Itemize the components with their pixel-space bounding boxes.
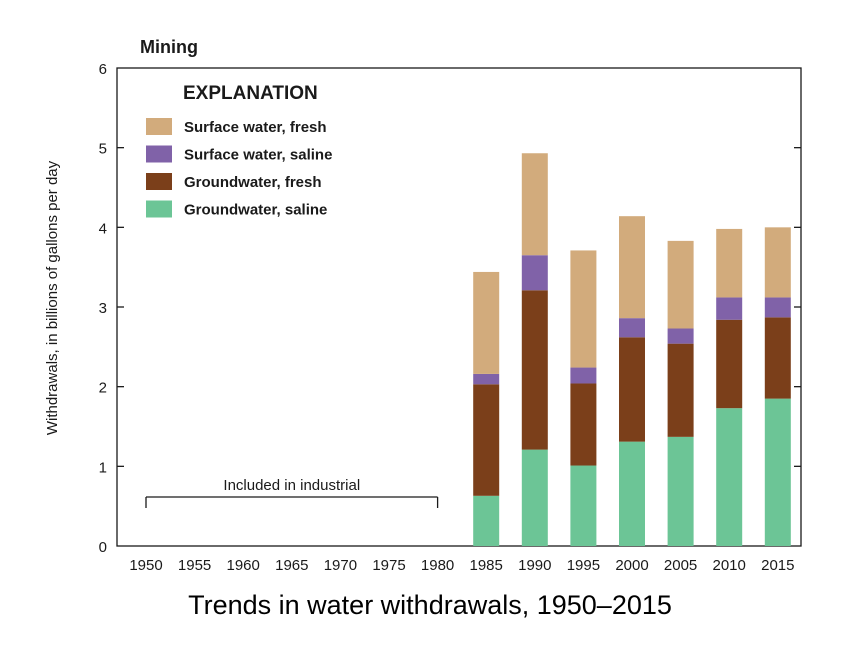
y-tick-label: 1 xyxy=(99,459,107,476)
bar-segment xyxy=(667,343,694,437)
legend-swatch xyxy=(146,200,172,218)
bar-segment xyxy=(619,216,645,319)
included-in-industrial-annotation: Included in industrial xyxy=(145,477,439,508)
axes: 0 1 2 3 4 5 6 1950 1955 1960 1965 1970 1975 1980 1985 1… xyxy=(99,61,802,574)
bar-segment xyxy=(473,373,500,385)
x-tick-label: 2000 xyxy=(615,557,648,574)
y-axis-label: Withdrawals, in billions of gallons per … xyxy=(44,160,61,435)
bar-segment xyxy=(716,228,743,298)
bar-segment xyxy=(473,271,500,374)
bar-segment xyxy=(473,384,500,496)
x-tick-label: 1985 xyxy=(470,557,503,574)
x-tick-label: 1955 xyxy=(178,557,211,574)
y-tick-label: 6 xyxy=(99,61,107,78)
bar-segment xyxy=(716,297,743,320)
x-tick-label: 1990 xyxy=(518,557,551,574)
bar-segment xyxy=(667,240,694,329)
legend-swatch xyxy=(146,173,172,190)
bar-segment xyxy=(764,227,791,298)
bar-segment xyxy=(619,337,645,442)
x-tick-label: 1975 xyxy=(372,557,405,574)
bar-segment xyxy=(521,153,548,256)
legend-label: Surface water, saline xyxy=(184,147,332,164)
x-tick-label: 1980 xyxy=(421,557,454,574)
legend: EXPLANATION Surface water, fresh Surface w… xyxy=(146,83,332,219)
legend-swatch xyxy=(146,145,172,163)
bar-segment xyxy=(473,495,500,546)
bar-segment xyxy=(667,328,694,344)
bar-segment xyxy=(619,318,645,338)
bar-segment xyxy=(764,297,791,318)
bar-segment xyxy=(716,319,743,409)
x-tick-label: 1995 xyxy=(567,557,600,574)
bar-segment xyxy=(619,441,645,546)
y-tick-label: 3 xyxy=(99,300,107,317)
bar-segment xyxy=(570,383,597,466)
bar-segment xyxy=(764,398,791,546)
bar-segment xyxy=(667,436,694,546)
bar-segment xyxy=(570,465,597,546)
chart-title: Mining xyxy=(140,37,198,57)
bar-segment xyxy=(764,317,791,399)
annotation-label: Included in industrial xyxy=(223,477,360,494)
y-tick-label: 2 xyxy=(99,380,107,397)
bar-segment xyxy=(521,255,548,291)
legend-label: Groundwater, fresh xyxy=(184,174,322,191)
bars xyxy=(473,153,791,546)
legend-label: Groundwater, saline xyxy=(184,202,327,219)
bar-segment xyxy=(716,408,743,546)
x-tick-label: 2010 xyxy=(713,557,746,574)
figure-caption: Trends in water withdrawals, 1950–2015 xyxy=(188,590,672,620)
legend-label: Surface water, fresh xyxy=(184,119,327,136)
x-tick-label: 2005 xyxy=(664,557,697,574)
bar-segment xyxy=(521,449,548,546)
y-tick-label: 4 xyxy=(99,220,107,237)
x-tick-label: 1970 xyxy=(324,557,357,574)
bar-segment xyxy=(570,367,597,384)
bar-segment xyxy=(570,250,597,368)
x-tick-label: 1950 xyxy=(129,557,162,574)
legend-title: EXPLANATION xyxy=(183,83,318,104)
y-tick-label: 5 xyxy=(99,141,107,158)
plot-frame xyxy=(116,67,802,547)
x-tick-label: 1960 xyxy=(227,557,260,574)
x-tick-label: 2015 xyxy=(761,557,794,574)
legend-swatch xyxy=(146,118,172,135)
y-tick-label: 0 xyxy=(99,539,107,556)
bar-segment xyxy=(521,290,548,450)
x-tick-label: 1965 xyxy=(275,557,308,574)
